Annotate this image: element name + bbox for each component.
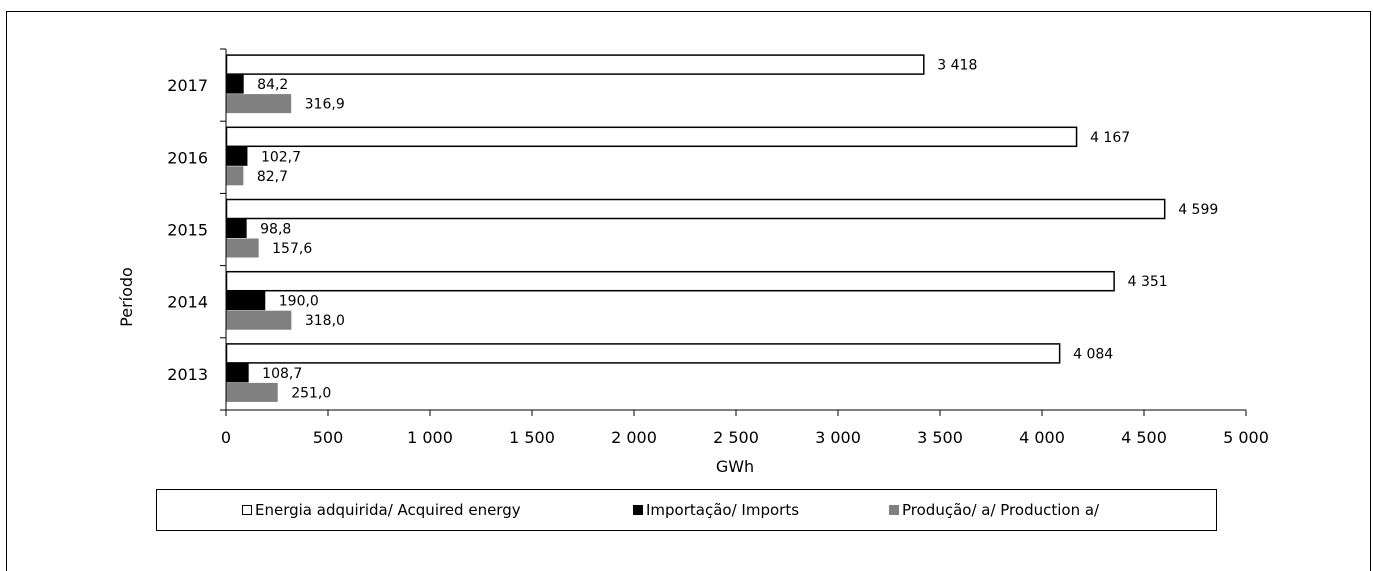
bar [226,291,266,311]
data-label: 108,7 [262,366,302,382]
category-label: 2014 [167,293,208,312]
x-tick-label: 4 000 [1019,428,1065,447]
legend-item-acquired-energy: Energia adquirida/ Acquired energy [242,501,521,519]
x-tick-label: 1 500 [509,428,555,447]
data-label: 84,2 [257,77,288,93]
x-tick-label: 0 [221,428,231,447]
data-label: 251,0 [291,385,331,401]
data-label: 318,0 [305,313,345,329]
bar [226,166,244,186]
data-label: 157,6 [272,241,312,257]
bar [225,54,925,75]
bar [226,219,247,238]
legend: Energia adquirida/ Acquired energy Impor… [156,489,1217,531]
category-label: 2013 [167,365,208,384]
category-label: 2017 [167,76,208,95]
category-label: 2016 [167,148,208,167]
chart-frame [6,11,1371,571]
x-axis-title: GWh [716,457,754,476]
data-label: 190,0 [279,294,319,310]
bar [226,310,292,330]
data-label: 98,8 [260,222,291,238]
legend-label: Importação/ Imports [646,501,800,519]
data-label: 82,7 [257,169,288,185]
bar [226,94,292,114]
data-label: 316,9 [305,97,345,113]
data-label: 4 084 [1073,346,1113,362]
y-axis-title: Período [117,267,136,327]
bar [225,270,1115,292]
x-tick-label: 1 000 [407,428,453,447]
legend-label: Produção/ a/ Production a/ [902,501,1100,519]
data-label: 4 351 [1128,274,1168,290]
x-tick-label: 3 000 [815,428,861,447]
bar [225,343,1061,364]
data-label: 3 418 [937,58,977,74]
bar [225,126,1078,148]
plot-area: 0 500 1 000 1 500 2 000 2 500 3 000 3 500 4 000 4… [167,48,1269,447]
category-label: 2015 [167,221,208,240]
data-label: 102,7 [261,149,301,165]
bar [225,198,1166,220]
bar [226,382,278,402]
x-tick-label: 5 000 [1223,428,1269,447]
x-tick-label: 4 500 [1121,428,1167,447]
legend-item-production: Produção/ a/ Production a/ [889,501,1099,519]
data-label: 4 167 [1090,130,1130,146]
legend-swatch-white [242,505,252,515]
legend-item-imports: Importação/ Imports [633,501,799,519]
x-tick-label: 500 [313,428,344,447]
bar [226,238,259,258]
bar [226,74,244,94]
legend-label: Energia adquirida/ Acquired energy [255,501,521,519]
legend-swatch-black [633,505,643,515]
legend-swatch-grey [889,505,899,515]
x-tick-label: 2 500 [713,428,759,447]
data-label: 4 599 [1178,202,1218,218]
x-tick-label: 2 000 [611,428,657,447]
x-tick-label: 3 500 [917,428,963,447]
bar [226,363,249,383]
bar [226,146,248,166]
